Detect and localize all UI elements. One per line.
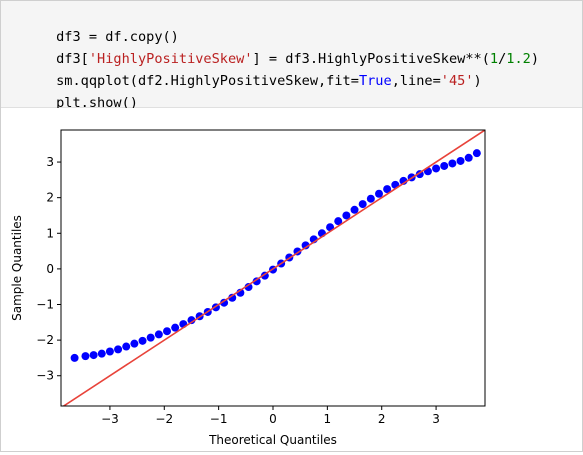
x-tick-label: 2 [378,412,386,426]
code-line-1: df3 = df.copy() [7,7,179,67]
data-point [130,339,139,348]
data-point [244,283,253,292]
data-point [456,156,465,165]
code-number-token: 1.2 [506,51,531,67]
y-tick-label: −1 [36,298,54,312]
code-string-token: 'HighlyPositiveSkew' [88,51,253,67]
data-point [163,327,171,336]
y-tick-label: −2 [36,333,54,347]
cell-output: −3 −2 −1 0 1 2 3 −3 −2 −1 0 1 2 3 Theoretical Quanti… [1,108,582,451]
x-tick-label: 3 [432,412,440,426]
code-token: / [498,51,507,67]
code-token: df3[ [56,51,89,67]
code-editor[interactable]: df3 = df.copy() df3['HighlyPositiveSkew'… [1,1,582,111]
data-point [105,347,114,356]
code-token: ) [530,51,540,67]
data-point [89,351,98,360]
data-point [252,277,261,286]
data-point [464,153,473,162]
data-point [448,159,457,168]
data-point [472,149,481,158]
data-point [301,241,310,250]
data-point [154,330,163,339]
qq-plot: −3 −2 −1 0 1 2 3 −3 −2 −1 0 1 2 3 Theoretical Quanti… [10,129,486,447]
code-line-2: df3['HighlyPositiveSkew'] = df3.HighlyPo… [7,29,539,89]
data-point [187,316,196,325]
data-point [326,223,335,232]
code-token: sm.qqplot(df2.HighlyPositiveSkew,fit= [56,73,359,89]
x-tick-label: 1 [324,412,332,426]
y-tick-label: 3 [46,155,54,169]
x-tick-label: −1 [210,412,228,426]
code-keyword-token: True [358,73,392,89]
x-tick-label: −3 [101,412,119,426]
x-tick-label: 0 [269,412,277,426]
data-point [81,352,90,361]
data-point [171,323,180,332]
data-point [432,164,441,173]
code-string-token: '45' [440,73,474,89]
data-point [350,205,359,214]
data-point [342,211,351,220]
y-tick-label: 0 [46,262,54,276]
data-point [146,333,155,342]
data-point [440,161,449,170]
data-point [358,200,367,209]
y-tick-label: 2 [46,191,54,205]
y-tick-label: −3 [36,369,54,383]
code-token: ) [473,73,482,89]
y-axis-label: Sample Quantiles [10,215,24,321]
code-token: ] = df3.HighlyPositiveSkew**( [252,51,490,67]
code-token: df3 = df.copy() [56,29,179,45]
data-point [375,189,383,198]
data-point [334,217,343,226]
data-point [228,293,237,302]
code-token: plt.show() [56,95,138,111]
reference-line [62,130,485,406]
data-point [70,353,79,362]
data-point [97,349,106,358]
data-point [220,298,229,307]
x-axis-label: Theoretical Quantiles [208,433,337,447]
x-tick-label: −2 [155,412,173,426]
data-point [122,342,131,351]
code-token: ,line= [391,73,441,89]
data-point [138,336,147,345]
data-point [366,194,375,203]
code-line-3: sm.qqplot(df2.HighlyPositiveSkew,fit=Tru… [7,51,482,111]
code-number-token: 1 [489,51,499,67]
data-point [114,345,123,354]
data-point [383,185,392,194]
code-line-4: plt.show() [7,73,138,133]
y-tick-label: 1 [46,226,54,240]
